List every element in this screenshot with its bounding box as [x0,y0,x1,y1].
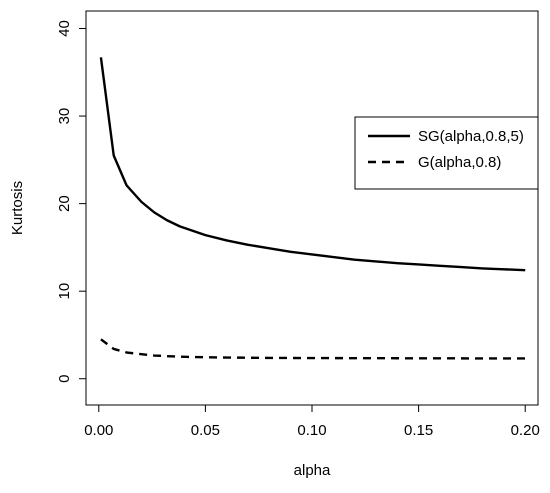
y-tick-label: 40 [56,20,73,37]
x-tick-label: 0.15 [404,422,433,439]
series-line-sg [99,57,526,272]
x-tick-label: 0.05 [191,422,220,439]
x-tick-label: 0.00 [84,422,113,439]
x-axis: 0.00 0.05 0.10 0.15 0.20 [84,405,540,439]
y-tick-label: 30 [56,108,73,125]
plot-frame [85,10,539,406]
legend: SG(alpha,0.8,5) G(alpha,0.8) [354,116,539,190]
y-axis: 0 10 20 30 40 [56,20,86,383]
x-tick-label: 0.10 [297,422,326,439]
y-axis-title: Kurtosis [9,181,26,235]
x-axis-title: alpha [294,462,331,479]
legend-label-sg: SG(alpha,0.8,5) [418,128,524,145]
legend-box [354,116,539,190]
legend-label-g: G(alpha,0.8) [418,154,501,171]
y-tick-label: 20 [56,195,73,212]
y-tick-label: 0 [56,375,73,383]
series-line-g [100,338,526,360]
x-tick-label: 0.20 [511,422,540,439]
series-lines [99,57,526,360]
y-tick-label: 10 [56,283,73,300]
